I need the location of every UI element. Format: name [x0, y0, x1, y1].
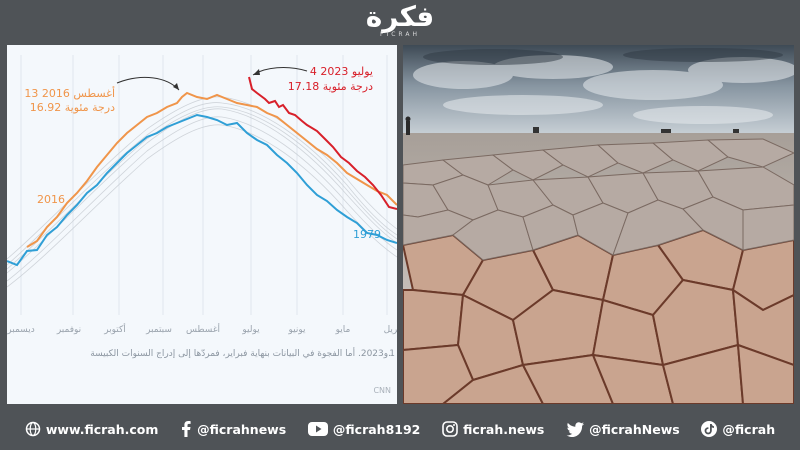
website-label: www.ficrah.com — [45, 421, 159, 437]
past-years-lines — [7, 96, 397, 288]
ficrah-logo: فكرة FICRAH — [340, 2, 460, 40]
label-1979: 1979 — [353, 228, 381, 241]
tiktok-link[interactable]: @ficrah — [701, 421, 775, 437]
month-label: يوليو — [241, 325, 260, 335]
instagram-icon — [442, 421, 458, 437]
temperature-chart-panel: 13 أغسطس 2016 16.92 درجة مئوية 4 يوليو 2… — [7, 45, 397, 404]
month-label: أغسطس — [186, 323, 220, 335]
month-label: ديسمبر — [7, 325, 35, 335]
line-2016 — [26, 91, 397, 248]
twitter-icon — [566, 421, 585, 437]
month-label: سبتمبر — [145, 325, 172, 335]
line-2023 — [248, 76, 397, 210]
twitter-label: @ficrahNews — [589, 421, 680, 437]
instagram-label: ficrah.news — [463, 421, 545, 437]
label-2016: 2016 — [37, 193, 65, 206]
tiktok-label: @ficrah — [722, 421, 776, 437]
month-label: يونيو — [287, 325, 306, 335]
tiktok-icon — [701, 421, 718, 437]
line-1979 — [7, 113, 397, 267]
chart-footnote-prefix: 1 — [389, 349, 395, 359]
globe-icon — [25, 421, 41, 437]
logo-subtext: FICRAH — [380, 31, 420, 38]
youtube-label: @ficrah8192 — [332, 421, 421, 437]
social-footer: www.ficrah.com @ficrahnews @ficrah8192 f… — [0, 408, 800, 450]
annotation-2023-date: 4 يوليو 2023 — [310, 65, 373, 78]
chart-source: CNN — [373, 386, 391, 395]
facebook-label: @ficrahnews — [197, 421, 287, 437]
youtube-link[interactable]: @ficrah8192 — [307, 421, 421, 437]
month-label: مايو — [335, 325, 351, 335]
drought-photo — [403, 45, 794, 404]
month-label: أكتوبر — [103, 323, 126, 335]
twitter-link[interactable]: @ficrahNews — [566, 422, 680, 437]
facebook-icon — [180, 421, 192, 437]
annotation-2023-value: 17.18 درجة مئوية — [288, 80, 373, 93]
annotation-2016-value: 16.92 درجة مئوية — [30, 101, 115, 114]
month-label: بريل — [384, 325, 397, 335]
facebook-link[interactable]: @ficrahnews — [180, 421, 286, 437]
annotation-2016-date: 13 أغسطس 2016 — [24, 86, 115, 100]
chart-footnote: و2023. أما الفجوة في البيانات بنهاية فبر… — [90, 347, 391, 359]
annotation-arrow-2023 — [252, 67, 308, 76]
youtube-icon — [307, 422, 328, 436]
website-link[interactable]: www.ficrah.com — [25, 421, 159, 437]
instagram-link[interactable]: ficrah.news — [442, 421, 544, 437]
temperature-chart: 13 أغسطس 2016 16.92 درجة مئوية 4 يوليو 2… — [7, 55, 397, 395]
logo-text: فكرة — [365, 0, 435, 33]
annotation-arrow-2016 — [116, 76, 180, 91]
month-label: نوفمبر — [56, 325, 81, 335]
